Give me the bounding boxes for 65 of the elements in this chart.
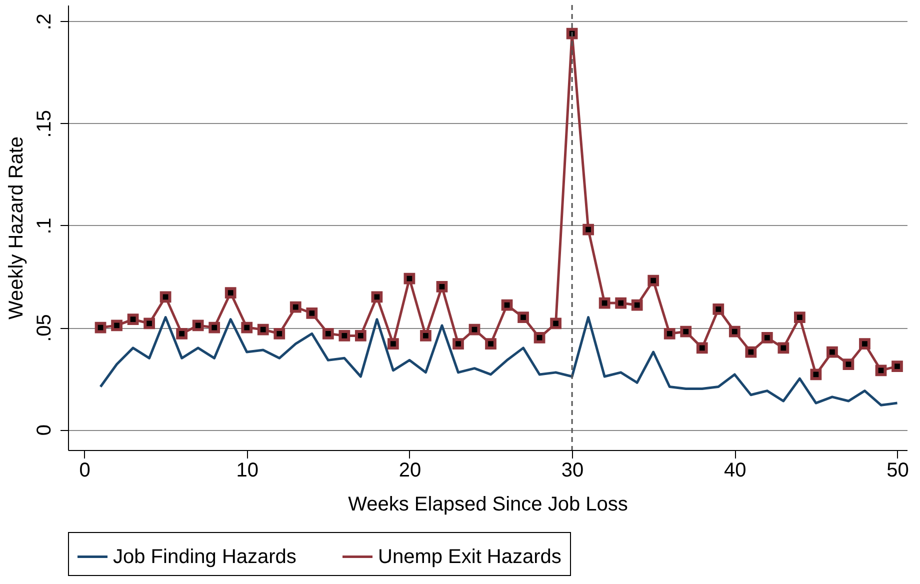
point [111, 320, 122, 332]
x-tick-label: 0 [79, 460, 90, 482]
point [354, 330, 366, 342]
point [680, 326, 692, 338]
point [485, 338, 496, 350]
point [826, 346, 838, 358]
point [257, 324, 269, 336]
point [371, 291, 383, 303]
x-tick-label: 30 [561, 460, 584, 482]
point [436, 281, 448, 292]
point [208, 322, 220, 334]
point [388, 338, 399, 350]
legend-label: Job Finding Hazards [113, 546, 296, 568]
point [534, 332, 546, 344]
point [875, 364, 887, 376]
point [550, 318, 562, 330]
point [452, 338, 464, 350]
point [598, 297, 610, 309]
point [859, 338, 870, 350]
x-tick-label: 50 [886, 460, 909, 482]
point [582, 224, 594, 236]
y-tick-label: .2 [34, 13, 56, 30]
point [664, 328, 676, 340]
point [290, 301, 302, 313]
point [322, 328, 334, 340]
y-tick-label: .15 [34, 110, 56, 138]
point [404, 272, 416, 284]
y-axis-title: Weekly Hazard Rate [6, 136, 28, 320]
line-series [99, 316, 898, 406]
x-axis-title: Weeks Elapsed Since Job Loss [348, 494, 628, 516]
point [631, 299, 643, 311]
point [745, 346, 757, 358]
point [274, 328, 286, 340]
point [127, 314, 139, 326]
point [794, 312, 806, 323]
point [892, 360, 903, 372]
point [648, 274, 660, 286]
point [761, 332, 773, 344]
point [518, 312, 529, 323]
point [728, 326, 740, 338]
point [615, 297, 627, 309]
legend-label: Unemp Exit Hazards [378, 546, 562, 568]
point [176, 328, 188, 340]
x-tick-label: 40 [724, 460, 746, 482]
point [778, 342, 790, 354]
y-tick-label: 0 [34, 424, 56, 436]
point [810, 368, 822, 380]
point [306, 308, 318, 319]
point [144, 318, 155, 330]
point [420, 330, 432, 342]
point [696, 342, 708, 354]
x-tick-label: 20 [398, 460, 422, 482]
y-tick-label: .05 [34, 314, 56, 342]
point [712, 303, 724, 315]
point [224, 287, 236, 299]
point [94, 322, 106, 334]
point [241, 322, 253, 334]
x-tick-label: 10 [236, 460, 258, 482]
point [501, 299, 513, 311]
y-tick-label: .1 [34, 218, 56, 234]
point [338, 330, 350, 342]
point [160, 291, 172, 303]
point [468, 324, 480, 336]
point [842, 358, 854, 370]
point [192, 320, 204, 332]
